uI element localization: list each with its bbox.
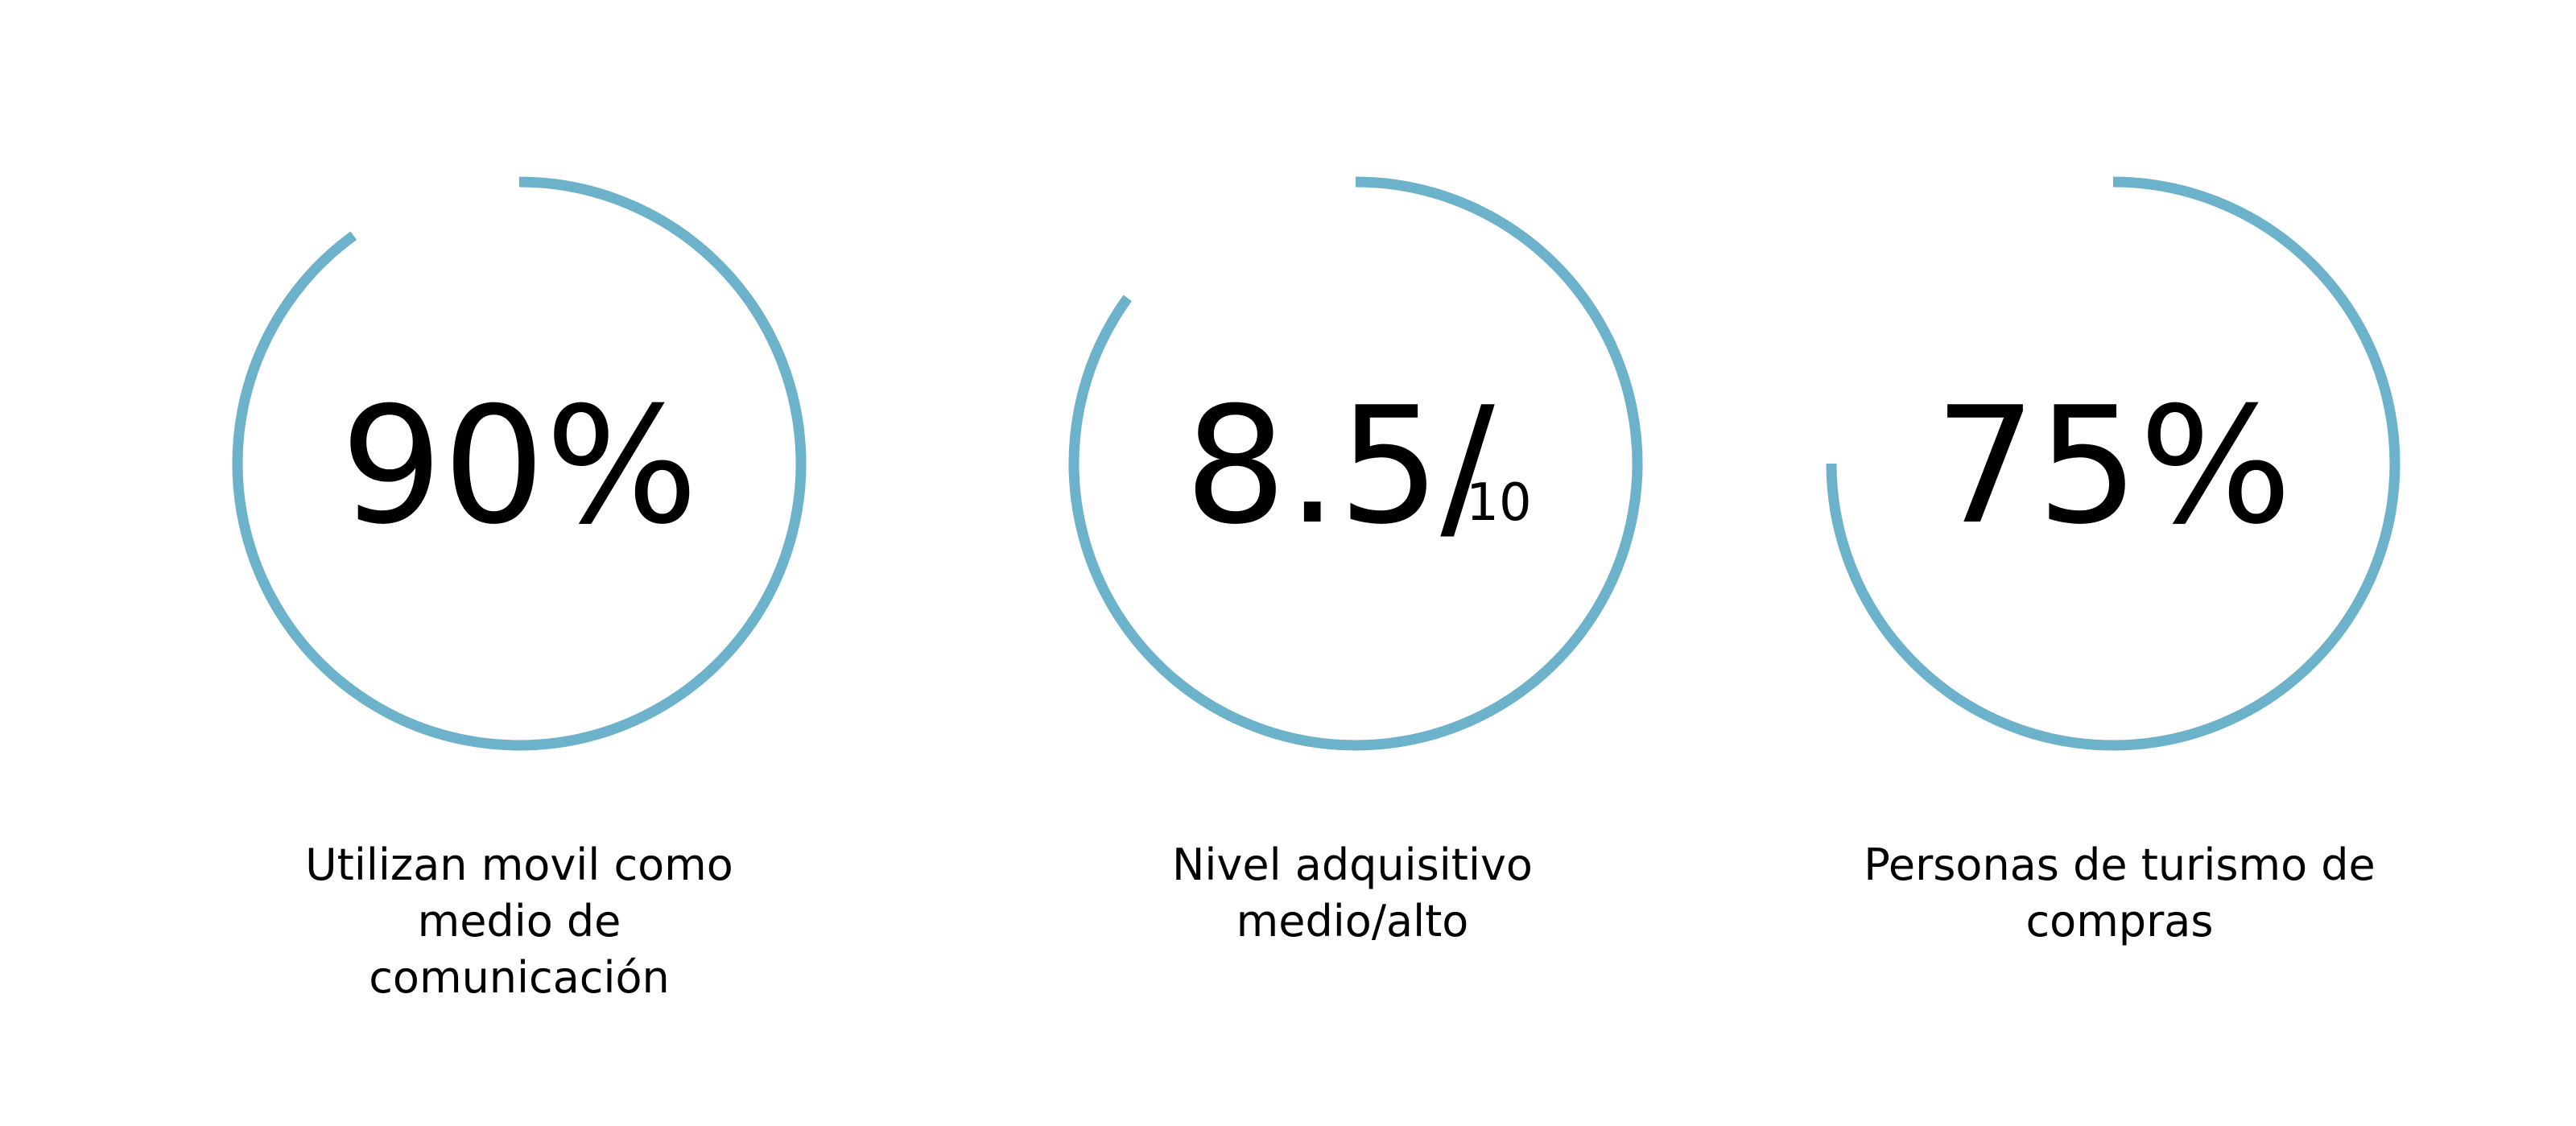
gauge-mobile-usage-caption: Utilizan movil como medio de comunicació…: [305, 839, 733, 1003]
gauge-shopping-tourism: 75%: [1826, 176, 2401, 751]
gauge-purchasing-level-caption: Nivel adquisitivo medio/alto: [1172, 839, 1533, 947]
gauge-mobile-usage-value: 90%: [341, 373, 699, 560]
gauge-mobile-usage: 90%: [232, 176, 807, 751]
gauge-mobile-usage-arc: [232, 176, 807, 751]
gauge-purchasing-level-denominator: 10: [1466, 473, 1531, 533]
gauge-purchasing-level-value: 8.5/: [1184, 373, 1495, 560]
gauge-shopping-tourism-value: 75%: [1934, 373, 2293, 560]
gauge-shopping-tourism-arc: [1826, 176, 2401, 751]
gauge-shopping-tourism-caption: Personas de turismo de compras: [1864, 839, 2376, 947]
gauge-purchasing-level: 8.5/ 10: [1068, 176, 1643, 751]
gauge-purchasing-level-arc: [1068, 176, 1643, 751]
